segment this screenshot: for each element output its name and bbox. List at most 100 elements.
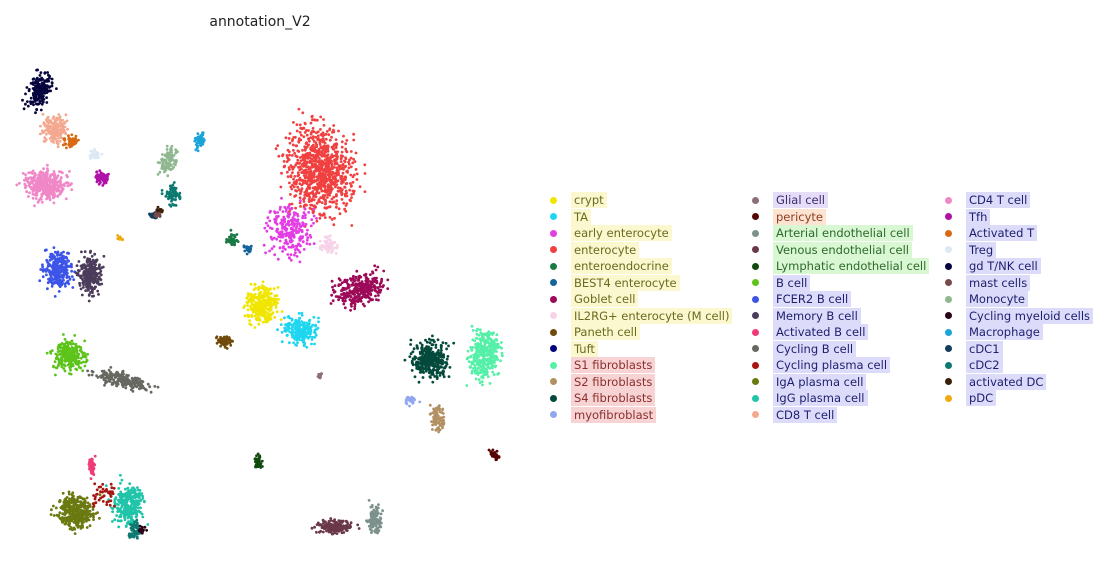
cell-point xyxy=(379,512,383,516)
cell-point xyxy=(370,504,374,507)
cell-point xyxy=(266,293,269,297)
cell-point xyxy=(299,323,303,327)
cell-point xyxy=(60,357,64,361)
cell-point xyxy=(97,175,100,179)
cell-point xyxy=(324,243,328,247)
cell-point xyxy=(289,258,293,262)
cell-point xyxy=(301,111,305,115)
cell-point xyxy=(298,178,301,182)
cell-point xyxy=(297,326,301,329)
cell-point xyxy=(58,269,62,273)
cell-point xyxy=(320,372,323,376)
cell-point xyxy=(321,194,325,197)
cell-point xyxy=(328,172,332,176)
cell-point xyxy=(350,184,353,188)
cell-point xyxy=(421,362,425,366)
cell-point xyxy=(292,185,296,189)
cell-point xyxy=(305,141,308,145)
cell-point xyxy=(353,279,357,283)
cell-point xyxy=(278,246,282,250)
cell-point xyxy=(251,295,255,299)
cell-point xyxy=(311,323,315,327)
cell-point xyxy=(44,128,48,132)
cell-point xyxy=(487,333,491,337)
cell-point xyxy=(326,153,330,157)
cell-point xyxy=(86,286,90,290)
cell-point xyxy=(292,165,296,169)
cell-point xyxy=(482,356,486,360)
cell-point xyxy=(477,378,481,381)
cell-point xyxy=(54,267,57,270)
cell-point xyxy=(343,194,347,198)
cell-point xyxy=(441,419,445,422)
cell-point xyxy=(275,237,279,241)
cell-point xyxy=(305,345,309,349)
cell-point xyxy=(337,165,341,169)
cell-point xyxy=(305,192,309,196)
cell-point xyxy=(325,247,328,251)
cell-point xyxy=(67,362,71,365)
cell-point xyxy=(490,366,494,370)
cell-point xyxy=(339,167,342,171)
cell-point xyxy=(361,302,365,306)
cell-point xyxy=(376,265,380,269)
cell-point xyxy=(336,295,340,299)
cell-point xyxy=(326,155,329,159)
cell-point xyxy=(476,342,479,345)
cell-point xyxy=(121,382,125,385)
cell-point xyxy=(492,373,496,376)
cell-point xyxy=(270,299,274,302)
cell-point xyxy=(302,248,306,251)
cell-point xyxy=(302,135,306,139)
cell-point xyxy=(319,529,323,533)
cell-point xyxy=(318,216,322,220)
cell-point xyxy=(294,206,297,210)
cell-point xyxy=(281,235,285,239)
cell-point xyxy=(470,349,474,352)
cell-point xyxy=(293,248,297,252)
cell-point xyxy=(315,191,318,195)
cell-point xyxy=(332,523,335,527)
cell-point xyxy=(300,179,303,182)
cell-point xyxy=(328,200,332,204)
cell-point xyxy=(77,269,81,273)
cell-point xyxy=(312,175,316,179)
cell-point xyxy=(331,175,335,179)
cell-point xyxy=(65,341,68,345)
cell-point xyxy=(336,186,340,190)
cell-point xyxy=(410,361,414,364)
cell-point xyxy=(323,158,327,162)
cell-point xyxy=(289,323,292,326)
cell-point xyxy=(311,186,315,190)
cell-point xyxy=(331,155,334,158)
cell-point xyxy=(316,134,320,138)
cell-point xyxy=(107,368,111,372)
cell-point xyxy=(344,147,348,151)
cell-point xyxy=(435,377,439,380)
cell-point xyxy=(38,279,42,283)
cell-point xyxy=(426,351,429,355)
cluster xyxy=(318,234,339,255)
cell-point xyxy=(91,294,94,298)
cell-point xyxy=(317,316,320,320)
cluster xyxy=(404,395,422,408)
cell-point xyxy=(314,195,318,199)
cell-point xyxy=(41,265,44,269)
cell-point xyxy=(311,192,315,196)
cell-point xyxy=(335,169,339,172)
cell-point xyxy=(426,348,430,352)
cell-point xyxy=(349,182,352,185)
cell-point xyxy=(292,211,296,215)
cell-point xyxy=(298,131,302,134)
cell-point xyxy=(276,144,280,148)
cell-point xyxy=(469,365,472,369)
cell-point xyxy=(342,134,345,138)
cell-point xyxy=(281,250,284,253)
cell-point xyxy=(325,147,328,151)
cell-point xyxy=(84,277,87,281)
cell-point xyxy=(322,212,326,216)
cell-point xyxy=(367,499,371,502)
cell-point xyxy=(338,525,341,528)
cell-point xyxy=(289,185,293,189)
cell-point xyxy=(409,343,412,346)
